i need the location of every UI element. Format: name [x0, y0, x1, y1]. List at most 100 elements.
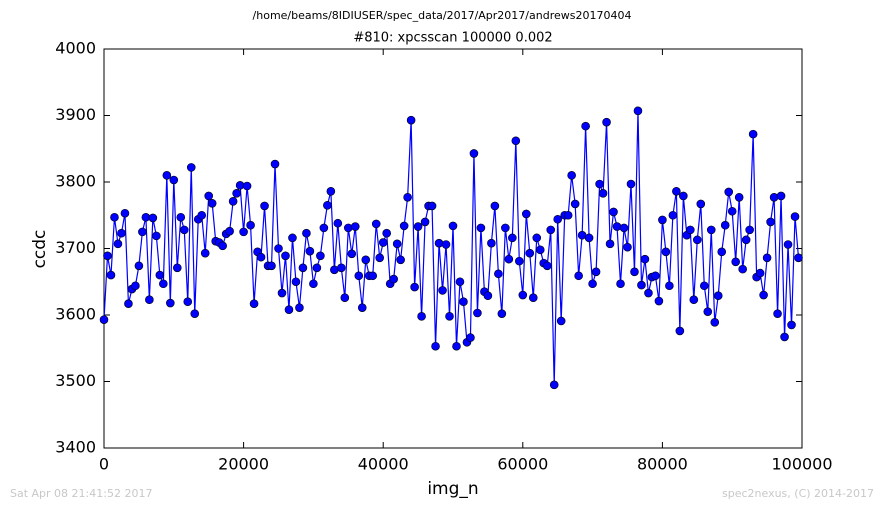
data-point: [312, 263, 322, 273]
data-point: [357, 303, 367, 312]
data-point: [302, 228, 311, 238]
data-point: [720, 220, 730, 230]
data-point: [727, 206, 737, 216]
suptitle: /home/beams/8IDIUSER/spec_data/2017/Apr2…: [253, 9, 632, 22]
data-point: [581, 121, 590, 131]
data-point: [598, 189, 608, 198]
data-point: [724, 187, 734, 197]
y-tick-label: 3500: [55, 371, 96, 390]
data-point: [584, 233, 594, 243]
data-point: [281, 251, 290, 261]
data-point: [476, 223, 486, 233]
data-point: [420, 217, 430, 227]
data-point: [403, 192, 412, 202]
data-point: [518, 290, 528, 300]
y-tick-label: 3900: [55, 105, 96, 124]
data-point: [134, 261, 144, 271]
data-point: [291, 277, 301, 287]
data-point: [441, 240, 451, 249]
data-point: [630, 267, 639, 277]
data-point: [155, 270, 165, 280]
data-point: [679, 191, 688, 201]
data-point: [668, 210, 678, 220]
data-point: [487, 238, 496, 248]
data-point: [232, 189, 241, 198]
data-point: [766, 217, 775, 227]
data-point: [672, 187, 681, 196]
data-point: [347, 249, 357, 259]
data-point: [497, 309, 507, 318]
data-point: [773, 309, 782, 318]
data-point: [337, 263, 346, 273]
data-point: [152, 231, 161, 241]
data-point: [658, 215, 667, 225]
data-point: [368, 271, 378, 281]
data-point: [741, 235, 751, 245]
data-point: [340, 293, 350, 303]
data-point: [448, 221, 458, 231]
data-point: [183, 297, 193, 307]
x-tick-label: 0: [99, 455, 109, 474]
data-point: [466, 333, 475, 342]
data-point: [542, 261, 552, 271]
data-point: [319, 223, 329, 233]
data-point: [438, 286, 447, 295]
data-point: [246, 220, 255, 230]
data-point: [602, 117, 611, 127]
data-point: [644, 288, 653, 298]
data-point: [190, 309, 200, 318]
data-point: [626, 179, 636, 189]
data-point: [413, 222, 423, 231]
data-point: [776, 191, 786, 201]
y-tick-label: 3800: [55, 172, 96, 191]
data-point: [350, 222, 360, 231]
data-point: [612, 222, 622, 231]
data-point: [333, 218, 343, 228]
data-point: [375, 253, 385, 263]
data-point: [131, 281, 140, 291]
data-point: [434, 238, 444, 248]
data-point: [166, 298, 175, 308]
data-point: [654, 296, 664, 306]
data-point: [406, 115, 416, 125]
data-point: [172, 263, 182, 273]
data-point: [197, 210, 207, 220]
footer-left: Sat Apr 08 21:41:52 2017: [10, 487, 152, 500]
data-point: [640, 254, 650, 264]
data-point: [361, 255, 371, 265]
data-point: [179, 225, 189, 235]
data-point: [200, 248, 210, 258]
data-point: [469, 149, 479, 158]
footer-right: spec2nexus, (C) 2014-2017: [722, 487, 874, 500]
data-point: [563, 210, 573, 220]
y-tick-label: 3700: [55, 238, 96, 257]
data-point: [473, 308, 482, 318]
data-point: [525, 248, 535, 258]
data-point: [284, 305, 294, 314]
data-point: [595, 179, 604, 189]
data-point: [239, 227, 248, 237]
data-point: [651, 271, 660, 281]
data-point: [417, 312, 426, 321]
data-point: [494, 269, 503, 279]
data-point: [790, 212, 800, 221]
data-point: [794, 253, 803, 263]
data-point: [445, 312, 454, 321]
data-point: [120, 208, 130, 218]
data-point: [242, 181, 252, 191]
data-point: [392, 239, 402, 249]
y-tick-label: 4000: [55, 39, 96, 58]
data-point: [504, 254, 514, 264]
data-point: [787, 320, 796, 330]
data-point: [326, 187, 336, 196]
data-point: [713, 291, 723, 301]
data-point: [274, 244, 283, 253]
data-point: [267, 261, 276, 271]
data-point: [769, 192, 779, 202]
y-tick-label: 3600: [55, 305, 96, 324]
series-line: [103, 110, 800, 385]
data-point: [591, 267, 601, 277]
data-point: [738, 264, 747, 274]
data-point: [748, 129, 758, 139]
